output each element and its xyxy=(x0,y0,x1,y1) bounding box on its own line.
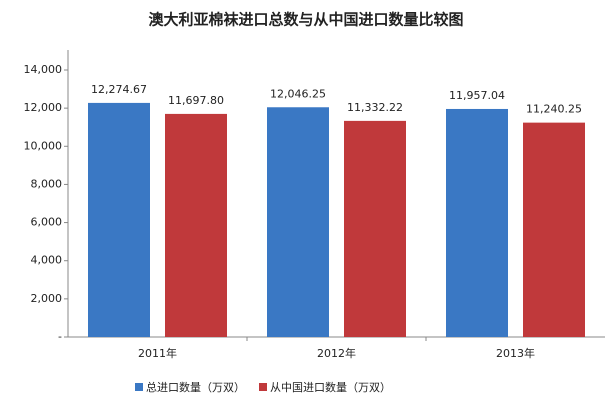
bar xyxy=(523,122,585,337)
value-label: 12,274.67 xyxy=(91,83,147,96)
y-tick-label: - xyxy=(58,330,62,343)
bar xyxy=(344,120,406,337)
y-tick-label: 10,000 xyxy=(24,139,63,152)
y-tick-label: 6,000 xyxy=(31,216,63,229)
x-tick-label: 2011年 xyxy=(138,346,177,360)
x-tick-label: 2012年 xyxy=(317,346,356,360)
value-label: 11,697.80 xyxy=(168,94,224,107)
y-tick-label: 4,000 xyxy=(31,254,63,267)
chart-title: 澳大利亚棉袜进口总数与从中国进口数量比较图 xyxy=(148,11,463,29)
x-tick-label: 2013年 xyxy=(496,346,535,360)
bar xyxy=(165,113,227,337)
y-tick-label: 12,000 xyxy=(24,101,63,114)
y-tick-label: 2,000 xyxy=(31,292,63,305)
bar xyxy=(267,107,329,337)
value-label: 11,332.22 xyxy=(347,101,403,114)
value-label: 11,957.04 xyxy=(449,89,505,102)
legend-label: 从中国进口数量（万双） xyxy=(270,381,391,394)
legend-label: 总进口数量（万双） xyxy=(146,380,245,394)
y-tick-label: 14,000 xyxy=(24,63,63,76)
bar xyxy=(446,108,508,338)
value-label: 11,240.25 xyxy=(526,103,582,116)
bar xyxy=(88,102,150,337)
y-tick-label: 8,000 xyxy=(31,177,63,190)
legend-swatch xyxy=(135,383,143,391)
value-label: 12,046.25 xyxy=(270,87,326,100)
legend-swatch xyxy=(259,383,267,391)
